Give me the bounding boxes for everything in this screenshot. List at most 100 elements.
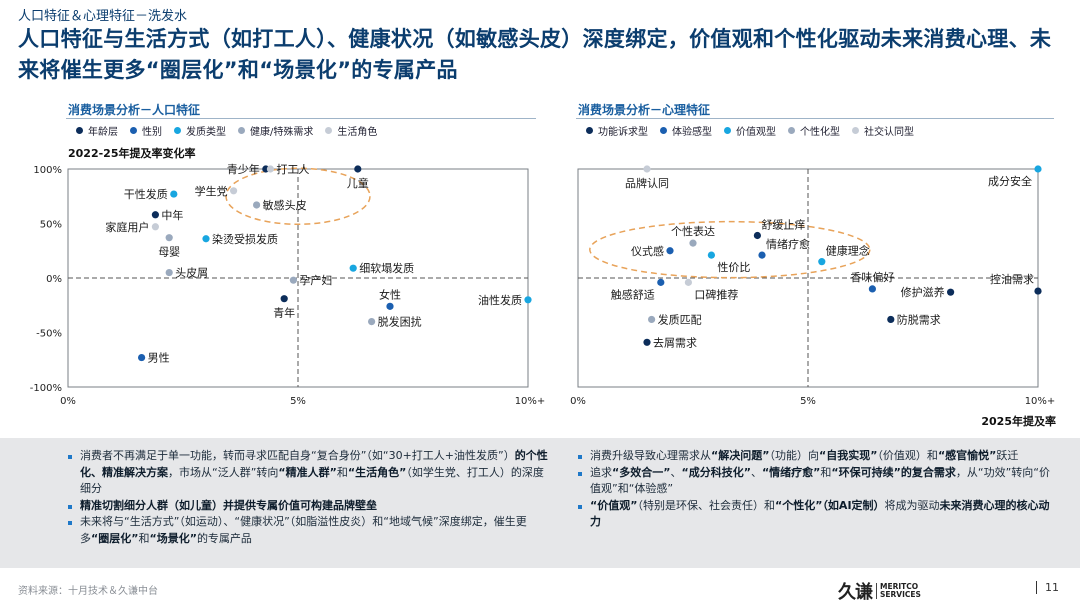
insight-bullet: 未来将与“生活方式”（如运动）、“健康状况”（如脂溢性皮炎）和“地域气候”深度绑… [66, 514, 550, 547]
data-point [289, 276, 297, 284]
data-label: 学生党 [195, 184, 228, 198]
insight-text: “精准人群” [278, 465, 337, 479]
logo-text-cn: 久谦 [838, 582, 873, 603]
data-label: 染烫受损发质 [212, 232, 278, 246]
insight-text: 精准切割细分人群（如儿童）并提供专属价值可构建品牌壁垒 [80, 498, 377, 512]
insight-text: ，市场从“泛人群”转向 [168, 465, 279, 479]
left-legend: 年龄层 性别 发质类型 健康/特殊需求 生活角色 [76, 123, 377, 138]
x-tick-label: 10%+ [515, 396, 546, 407]
legend-marker [852, 127, 859, 134]
legend-marker [174, 127, 181, 134]
data-label: 健康理念 [826, 244, 870, 258]
data-label: 头皮屑 [175, 267, 208, 280]
data-point [280, 295, 288, 303]
insight-text: 的专属产品 [196, 531, 252, 545]
data-label: 香味偏好 [850, 270, 894, 284]
left-panel-title: 消费场景分析－人口特征 [68, 103, 201, 117]
legend-label: 生活角色 [337, 127, 378, 138]
insight-text: “自我实现” [818, 449, 878, 462]
insight-text: 的个性化、精准解决方案 [80, 449, 548, 479]
data-point [1034, 287, 1042, 295]
insight-text: 消费升级导致心理需求从 [590, 449, 711, 462]
insight-text: “多效合一” [612, 465, 671, 479]
data-label: 孕产妇 [299, 273, 332, 287]
left-y-axis-title: 2022-25年提及率变化率 [68, 147, 196, 160]
left-panel-divider [66, 118, 536, 119]
insight-text: （价值观）和 [877, 449, 938, 462]
data-point [887, 315, 895, 324]
data-point [202, 235, 210, 243]
legend-item: 年龄层 [76, 123, 118, 138]
data-label: 女性 [379, 287, 401, 301]
insight-text: “环保可持续” [831, 465, 901, 479]
legend-marker [788, 127, 795, 134]
data-point [643, 165, 651, 173]
data-label: 中年 [161, 208, 183, 222]
data-point [349, 264, 357, 272]
insight-text: “情绪疗愈” [761, 465, 821, 479]
insight-text: “感官愉悦” [937, 449, 997, 462]
data-label: 细软塌发质 [359, 261, 414, 275]
x-tick-label: 10%+ [1025, 396, 1056, 407]
x-tick-label: 5% [800, 396, 816, 407]
data-label: 口碑推荐 [694, 287, 738, 301]
source-note: 资料来源：十月技术＆久谦中台 [18, 586, 158, 597]
data-label: 敏感头皮 [263, 198, 307, 212]
data-point [689, 239, 697, 247]
legend-item: 健康/特殊需求 [238, 123, 313, 138]
data-point [386, 302, 394, 310]
insight-text: ，从“功效”转向“价值观”和“体验感” [590, 465, 1050, 496]
data-label: 打工人 [276, 162, 309, 176]
x-tick-label: 0% [60, 396, 76, 407]
data-point [170, 190, 178, 198]
data-point [165, 234, 173, 242]
legend-marker [586, 127, 593, 134]
right-panel-divider [576, 118, 1054, 119]
data-label: 儿童 [347, 176, 369, 190]
insight-text: 和 [336, 465, 348, 479]
data-point [648, 315, 656, 324]
insight-bullet: 追求“多效合一”、“成分科技化”、“情绪疗愈”和“环保可持续”的复合需求，从“功… [576, 465, 1060, 498]
insight-text: “解决问题” [711, 449, 770, 462]
data-point [1034, 165, 1042, 173]
data-label: 去屑需求 [653, 336, 697, 349]
data-point [666, 247, 674, 255]
data-point [368, 318, 376, 326]
data-label: 品牌认同 [625, 176, 669, 190]
data-point [230, 187, 238, 195]
data-label: 仪式感 [631, 245, 664, 258]
data-label: 油性发质 [478, 293, 522, 307]
data-point [947, 288, 955, 296]
data-point [643, 338, 651, 346]
data-label: 个性表达 [671, 224, 715, 238]
data-point [151, 211, 159, 219]
insight-text: 追求 [590, 465, 612, 479]
legend-label: 性别 [142, 127, 162, 138]
data-point [707, 251, 715, 259]
legend-label: 个性化型 [800, 127, 840, 138]
insight-text: 消费者不再满足于单一功能，转而寻求匹配自身“复合身份”（如“30+打工人+油性发… [80, 449, 515, 462]
y-tick-label: -50% [36, 329, 62, 340]
insight-text: “价值观” [590, 498, 638, 512]
data-point [868, 285, 876, 293]
data-label: 性价比 [717, 260, 750, 274]
legend-item: 体验感型 [660, 123, 712, 138]
legend-item: 个性化型 [788, 123, 840, 138]
legend-label: 年龄层 [88, 127, 118, 138]
data-label: 舒缓止痒 [761, 217, 805, 231]
legend-item: 价值观型 [724, 123, 776, 138]
data-label: 男性 [148, 351, 170, 365]
data-point [818, 258, 826, 266]
legend-label: 社交认同型 [864, 127, 914, 138]
data-label: 触感舒适 [611, 287, 655, 301]
legend-marker [325, 127, 333, 134]
data-point [253, 201, 261, 209]
data-point [165, 268, 173, 277]
data-point [266, 165, 274, 173]
y-tick-label: -100% [30, 383, 62, 394]
insights-panel: 消费者不再满足于单一功能，转而寻求匹配自身“复合身份”（如“30+打工人+油性发… [0, 438, 1080, 568]
insight-text: “圈层化” [91, 531, 139, 545]
legend-item: 发质类型 [174, 123, 226, 138]
